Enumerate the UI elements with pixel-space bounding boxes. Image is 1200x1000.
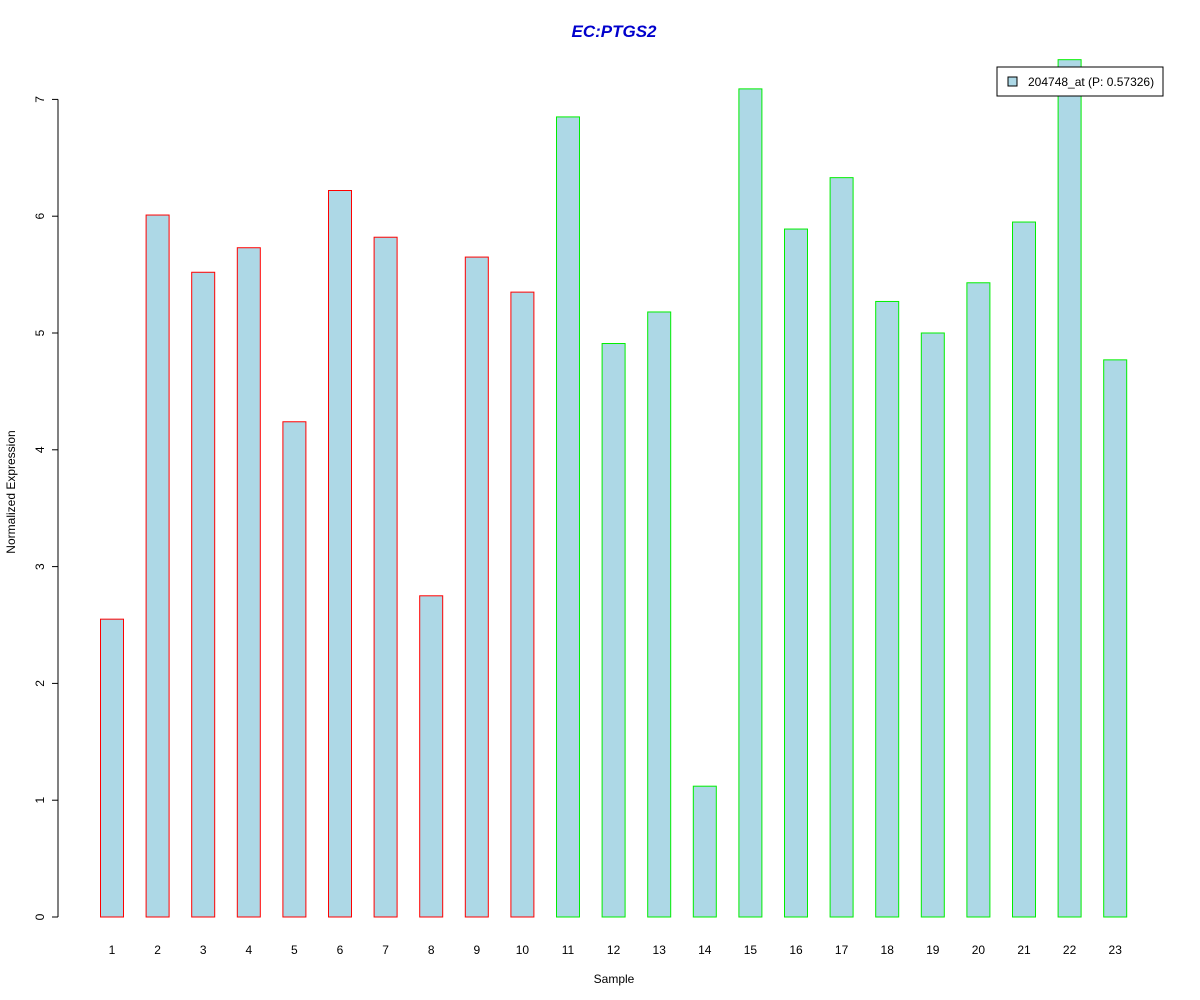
x-tick-label: 23 <box>1109 943 1123 957</box>
bar-sample-5 <box>282 421 307 918</box>
bar-sample-12 <box>601 343 626 918</box>
x-tick-label: 21 <box>1017 943 1031 957</box>
bar-sample-13 <box>647 311 672 918</box>
x-axis-label: Sample <box>594 972 635 986</box>
x-tick-label: 14 <box>698 943 712 957</box>
legend-box <box>996 66 1164 97</box>
x-tick-label: 2 <box>154 943 161 957</box>
x-tick-label: 18 <box>881 943 895 957</box>
legend: 204748_at (P: 0.57326) <box>996 66 1164 97</box>
bar-sample-8 <box>419 595 444 918</box>
bar-sample-1 <box>100 618 124 918</box>
bar-sample-16 <box>784 228 808 918</box>
y-axis-label: Normalized Expression <box>4 430 18 553</box>
x-tick-label: 19 <box>926 943 940 957</box>
bar-sample-14 <box>692 785 717 918</box>
x-tick-label: 22 <box>1063 943 1077 957</box>
bar-sample-15 <box>738 88 763 918</box>
bar-sample-20 <box>966 282 991 918</box>
bar-sample-18 <box>875 300 900 918</box>
x-tick-label: 15 <box>744 943 758 957</box>
bar-sample-6 <box>328 190 352 918</box>
x-tick-label: 7 <box>382 943 389 957</box>
y-tick-label: 2 <box>33 680 47 687</box>
bar-sample-11 <box>556 116 580 918</box>
x-tick-label: 16 <box>789 943 803 957</box>
bars <box>100 59 1128 918</box>
bar-sample-3 <box>191 271 216 918</box>
bar-sample-10 <box>510 291 535 918</box>
chart-title: EC:PTGS2 <box>571 22 657 41</box>
y-tick-label: 7 <box>33 96 47 103</box>
y-tick-label: 6 <box>33 213 47 220</box>
y-tick-label: 3 <box>33 563 47 570</box>
y-tick-label: 4 <box>33 446 47 453</box>
x-tick-label: 9 <box>473 943 480 957</box>
x-tick-label: 12 <box>607 943 621 957</box>
x-tick-label: 13 <box>653 943 667 957</box>
bar-sample-17 <box>829 177 854 918</box>
legend-swatch <box>1007 76 1018 87</box>
x-tick-label: 20 <box>972 943 986 957</box>
x-tick-label: 10 <box>516 943 530 957</box>
bar-sample-2 <box>145 214 170 918</box>
bar-sample-9 <box>464 256 489 918</box>
y-tick-label: 0 <box>33 913 47 920</box>
bar-sample-7 <box>373 236 398 918</box>
x-tick-label: 8 <box>428 943 435 957</box>
y-axis: 0 1 2 3 4 5 6 7 <box>33 96 59 920</box>
bar-sample-19 <box>920 332 945 918</box>
x-tick-label: 5 <box>291 943 298 957</box>
bar-sample-23 <box>1103 359 1128 918</box>
y-tick-label: 1 <box>33 797 47 804</box>
bar-sample-22 <box>1057 59 1082 918</box>
legend-label: 204748_at (P: 0.57326) <box>1028 75 1154 89</box>
x-tick-labels: 1 2 3 4 5 6 7 8 9 10 11 12 13 14 15 16 17 18 19 20 21 22 23 <box>109 943 1123 957</box>
bar-sample-21 <box>1012 221 1036 918</box>
x-tick-label: 11 <box>562 943 575 957</box>
x-tick-label: 4 <box>245 943 252 957</box>
x-tick-label: 6 <box>337 943 344 957</box>
x-tick-label: 3 <box>200 943 207 957</box>
x-tick-label: 1 <box>109 943 116 957</box>
bar-sample-4 <box>236 247 261 918</box>
y-tick-label: 5 <box>33 329 47 336</box>
x-tick-label: 17 <box>835 943 849 957</box>
